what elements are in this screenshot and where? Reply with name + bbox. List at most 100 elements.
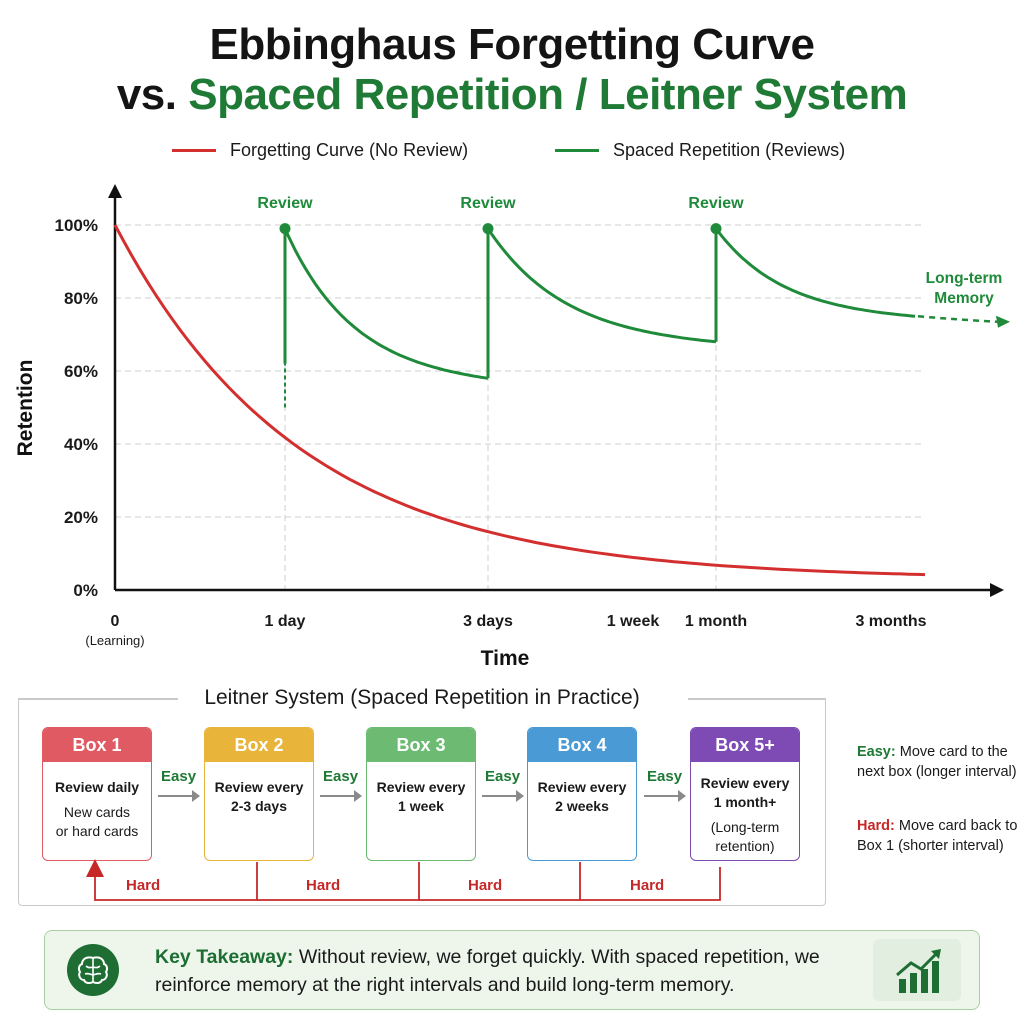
box-3-line1: Review every [376,779,466,795]
x-axis-arrow [990,583,1004,597]
leitner-box-5: Box 5+ Review every 1 month+ (Long-term … [690,727,800,861]
box-2-body: Review every 2-3 days [205,762,313,816]
easy-arrow-2 [320,790,362,802]
box-1-line1: Review daily [54,779,140,795]
box-4-header: Box 4 [528,728,636,762]
takeaway-body: Without review, we forget quickly. With … [155,946,820,996]
easy-note-text: Move card to the next box (longer interv… [857,744,1017,780]
box-5-line1: Review every [700,775,790,791]
y-tick-label-60: 60% [64,362,98,381]
easy-label-1: Easy [161,768,197,785]
leitner-frame-top-left [18,698,178,700]
leitner-box-4: Box 4 Review every 2 weeks [527,727,637,861]
easy-label-3: Easy [485,768,521,785]
hard-label-1: Hard [126,877,161,894]
box-3-line2: 1 week [398,798,444,814]
box-3-body: Review every 1 week [367,762,475,816]
legend-forgetting: Forgetting Curve (No Review) [172,140,468,161]
chart-legend: Forgetting Curve (No Review) Spaced Repe… [0,140,1024,166]
box-1-line2: New cards [63,804,131,820]
y-axis-title: Retention [14,360,37,457]
x-tick-label-4: 1 month [685,613,747,630]
title-line-2: vs. Spaced Repetition / Leitner System [0,70,1024,120]
legend-spaced-swatch [555,149,599,152]
box-1-body: Review daily New cards or hard cards [43,762,151,841]
easy-arrow-1 [158,790,200,802]
box-4-line2: 2 weeks [555,798,609,814]
review-dot-1 [482,223,494,235]
box-5-line4: retention) [715,838,775,854]
y-tick-label-0: 0% [73,581,98,600]
y-tick-label-40: 40% [64,435,98,454]
hard-label-2: Hard [306,877,341,894]
box-5-body: Review every 1 month+ (Long-term retenti… [691,762,799,856]
review-label-2: Review [688,195,744,212]
review-dot-2 [710,223,722,235]
title-highlight: Spaced Repetition / Leitner System [188,70,908,119]
leitner-title: Leitner System (Spaced Repetition in Pra… [0,686,844,710]
longterm-label-line2: Memory [934,290,994,307]
x-tick-label-3: 1 week [607,613,660,630]
title-line-1: Ebbinghaus Forgetting Curve [209,20,815,69]
leitner-box-3: Box 3 Review every 1 week [366,727,476,861]
x-tick-sub-0: (Learning) [85,633,144,648]
box-2-header: Box 2 [205,728,313,762]
box-1-header: Box 1 [43,728,151,762]
box-4-line1: Review every [537,779,627,795]
review-dot-0 [279,223,291,235]
hard-note-text: Move card back to Box 1 (shorter interva… [857,818,1018,854]
box-5-line2: 1 month+ [713,794,777,810]
x-tick-label-1: 1 day [265,613,306,630]
spaced-decay-2 [486,227,717,344]
y-tick-label-80: 80% [64,289,98,308]
takeaway-label: Key Takeaway: [155,946,294,968]
x-axis-title: Time [481,647,530,670]
box-5-line3: (Long-term [710,819,780,835]
y-tick-label-20: 20% [64,508,98,527]
box-1-line3: or hard cards [55,823,139,839]
legend-spaced-label: Spaced Repetition (Reviews) [613,140,846,160]
review-label-1: Review [460,195,516,212]
hard-label-4: Hard [630,877,665,894]
hard-note-title: Hard: [857,818,895,834]
takeaway-text: Key Takeaway: Without review, we forget … [155,943,855,999]
hard-label-3: Hard [468,877,503,894]
easy-note-title: Easy: [857,744,896,760]
easy-note: Easy: Move card to the next box (longer … [857,742,1022,782]
x-tick-label-2: 3 days [463,613,513,630]
x-tick-label-5: 3 months [855,613,926,630]
box-2-line1: Review every [214,779,304,795]
leitner-box-2: Box 2 Review every 2-3 days [204,727,314,861]
review-label-0: Review [257,195,313,212]
leitner-frame [18,698,826,906]
longterm-arrowhead [996,315,1010,328]
leitner-frame-top-right [688,698,826,700]
longterm-dashed-arrow [917,315,999,323]
easy-label-4: Easy [647,768,683,785]
x-tick-label-0: 0 [111,613,120,630]
forgetting-curve-line [113,224,926,577]
hard-note: Hard: Move card back to Box 1 (shorter i… [857,816,1022,856]
box-5-header: Box 5+ [691,728,799,762]
y-tick-label-100: 100% [55,216,98,235]
spaced-decay-1 [283,227,489,380]
spaced-decay-3 [714,227,916,318]
leitner-title-text: Leitner System (Spaced Repetition in Pra… [192,686,652,709]
legend-spaced: Spaced Repetition (Reviews) [555,140,845,161]
box-4-body: Review every 2 weeks [528,762,636,816]
easy-arrow-3 [482,790,524,802]
retention-chart: 0% 20% 40% 60% 80% 100% 0 (Learning) 1 day 3 days… [14,184,1010,670]
y-axis-arrow [108,184,122,198]
box-2-line2: 2-3 days [230,798,288,814]
key-takeaway-panel: Key Takeaway: Without review, we forget … [44,930,980,1010]
box-3-header: Box 3 [367,728,475,762]
brain-icon [67,944,119,996]
growth-chart-icon [873,939,961,1001]
legend-forgetting-label: Forgetting Curve (No Review) [230,140,469,160]
title-vs: vs. [116,70,177,119]
easy-label-2: Easy [323,768,359,785]
leitner-box-1: Box 1 Review daily New cards or hard car… [42,727,152,861]
legend-forgetting-swatch [172,149,216,152]
longterm-label-line1: Long-term [926,270,1003,287]
easy-arrow-4 [644,790,686,802]
